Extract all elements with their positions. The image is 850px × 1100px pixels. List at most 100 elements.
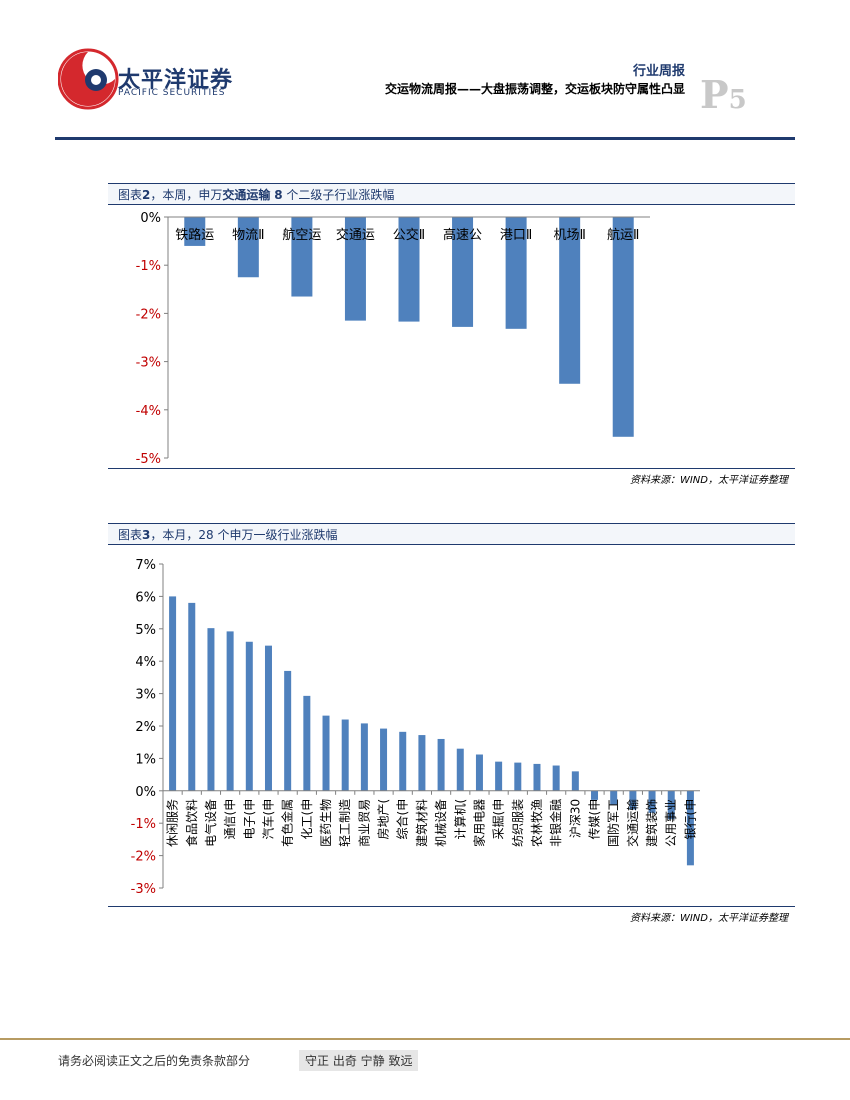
chart2-bar xyxy=(418,735,426,791)
chart2-bar xyxy=(207,628,215,791)
chart2-category-label: 传媒(申 xyxy=(587,799,602,840)
chart2-y-tick-label: 7% xyxy=(135,558,156,573)
chart2-category-label: 非银金融 xyxy=(548,799,563,847)
chart2-bar xyxy=(629,790,637,810)
chart2-bar xyxy=(169,596,177,791)
figure3-number: 3 xyxy=(142,528,151,542)
chart1-bar xyxy=(505,217,527,329)
chart2-category-label: 家用电器 xyxy=(471,799,486,847)
chart2-y-tick-label: -1% xyxy=(131,817,156,832)
chart2-category-label: 通信(申 xyxy=(223,799,237,840)
figure3-source-rule xyxy=(108,906,795,907)
chart2-category-label: 采掘(申 xyxy=(491,799,506,840)
chart2-bar xyxy=(188,602,196,791)
figure2-caption: 图表2，本周，申万交通运输 8 个二级子行业涨跌幅 xyxy=(108,183,795,205)
chart1-y-tick-label: -4% xyxy=(136,404,161,419)
chart2-y-tick-label: 3% xyxy=(135,688,156,703)
chart2-category-label: 医药生物 xyxy=(319,799,333,847)
figure3-label: 图表 xyxy=(118,528,143,542)
chart2-y-tick-label: -2% xyxy=(131,850,156,865)
chart2-bar xyxy=(360,723,368,791)
figure2-caption-num: 8 xyxy=(274,188,283,202)
figure2-caption-bold: 交通运输 xyxy=(222,188,271,202)
chart2-bar xyxy=(456,748,464,791)
chart2-bar xyxy=(533,763,541,791)
figure2-caption-pre: ，本周，申万 xyxy=(150,188,223,202)
chart2-category-label: 国防军工 xyxy=(606,799,621,847)
chart1-y-tick-label: -5% xyxy=(136,452,161,467)
chart2-y-tick-label: 0% xyxy=(135,785,156,800)
chart2-category-label: 建筑材料 xyxy=(414,799,429,847)
figure2-caption-post: 个二级子行业涨跌幅 xyxy=(286,188,395,202)
chart2-category-label: 计算机( xyxy=(452,799,467,840)
chart1-category-label: 航运Ⅱ xyxy=(607,227,639,243)
chart1-category-label: 公交Ⅱ xyxy=(393,227,425,243)
chart2-bar xyxy=(514,762,522,791)
figure3-caption: 图表3，本月，28 个申万一级行业涨跌幅 xyxy=(108,523,795,545)
chart2-category-label: 电气设备 xyxy=(203,799,218,847)
chart2-y-tick-label: 2% xyxy=(135,720,156,735)
chart2-bar xyxy=(648,790,656,813)
report-type: 行业周报 xyxy=(632,64,685,79)
chart2-category-label: 建筑装饰 xyxy=(644,799,659,847)
figure2-number: 2 xyxy=(142,188,151,202)
chart2-category-label: 农林牧渔 xyxy=(530,799,544,847)
chart2-category-label: 有色金属 xyxy=(280,799,295,847)
chart1-bar xyxy=(559,217,581,384)
chart2-category-label: 综合(申 xyxy=(395,799,410,840)
chart1-category-label: 交通运 xyxy=(336,227,375,243)
chart2-bar xyxy=(226,631,234,791)
chart2-bar xyxy=(399,731,407,791)
chart2-bar xyxy=(264,645,272,791)
chart2-category-label: 交通运输 xyxy=(625,799,640,847)
chart2-category-label: 房地产( xyxy=(376,799,391,840)
chart1-y-tick-label: -3% xyxy=(136,356,161,371)
chart2-bar xyxy=(245,641,253,791)
chart2-bar xyxy=(322,715,330,791)
chart1-bar xyxy=(452,217,474,327)
chart2-bar xyxy=(667,790,675,820)
chart2-bar xyxy=(571,771,579,791)
figure2-label: 图表 xyxy=(118,188,143,202)
chart2-y-tick-label: 6% xyxy=(135,590,156,605)
logo-english-name: PACIFIC SECURITIES xyxy=(118,88,226,98)
chart1-y-tick-label: 0% xyxy=(140,211,161,226)
chart1-category-label: 航空运 xyxy=(282,227,321,243)
chart1-category-label: 铁路运 xyxy=(175,227,214,243)
figure3-caption-post: ，本月，28 个申万一级行业涨跌幅 xyxy=(150,528,338,542)
chart2-bar xyxy=(591,790,599,800)
chart2-category-label: 沪深30 xyxy=(568,799,582,838)
figure2-source: 资料来源：WIND，太平洋证券整理 xyxy=(629,475,788,486)
chart1-bar xyxy=(237,217,259,278)
chart1-y-tick-label: -1% xyxy=(136,259,161,274)
chart2-y-tick-label: 4% xyxy=(135,655,156,670)
chart2-bar xyxy=(495,761,503,791)
page-letter: P xyxy=(700,72,729,117)
chart2-category-label: 轻工制造 xyxy=(338,799,352,847)
chart2-category-label: 商业贸易 xyxy=(356,799,371,847)
chart2-category-label: 纺织服装 xyxy=(511,799,525,847)
chart2-y-tick-label: 1% xyxy=(135,752,156,767)
chart2-bar xyxy=(610,790,618,805)
chart1-category-label: 物流Ⅱ xyxy=(232,228,264,243)
chart2-bar xyxy=(686,790,694,866)
page-number: P5 xyxy=(700,72,747,117)
chart1-bar xyxy=(184,217,206,246)
chart1-bar xyxy=(344,217,366,321)
footer-motto: 守正 出奇 宁静 致远 xyxy=(299,1050,419,1071)
footer-rule xyxy=(0,1038,850,1040)
logo-chinese-name: 太平洋证券 xyxy=(118,68,234,93)
chart2-bar xyxy=(380,728,388,791)
figure3-chart: 7% 6% 5% 4% 3% 2% 1% 0% -1% -2% -3% 休闲服务 食品饮料 电气设备 通信(… xyxy=(131,558,700,897)
chart2-category-label: 公用事业 xyxy=(664,799,678,847)
chart2-bar xyxy=(552,765,560,791)
chart2-bar xyxy=(341,719,349,791)
header-rule xyxy=(55,137,795,140)
chart2-bar xyxy=(437,738,445,791)
chart2-category-label: 化工(申 xyxy=(300,799,314,840)
figure3-source: 资料来源：WIND，太平洋证券整理 xyxy=(629,913,788,924)
chart1-bar xyxy=(398,217,420,322)
chart2-y-tick-label: -3% xyxy=(131,882,156,897)
report-title: 交运物流周报——大盘振荡调整，交运板块防守属性凸显 xyxy=(384,82,685,96)
chart2-category-label: 休闲服务 xyxy=(165,799,180,847)
